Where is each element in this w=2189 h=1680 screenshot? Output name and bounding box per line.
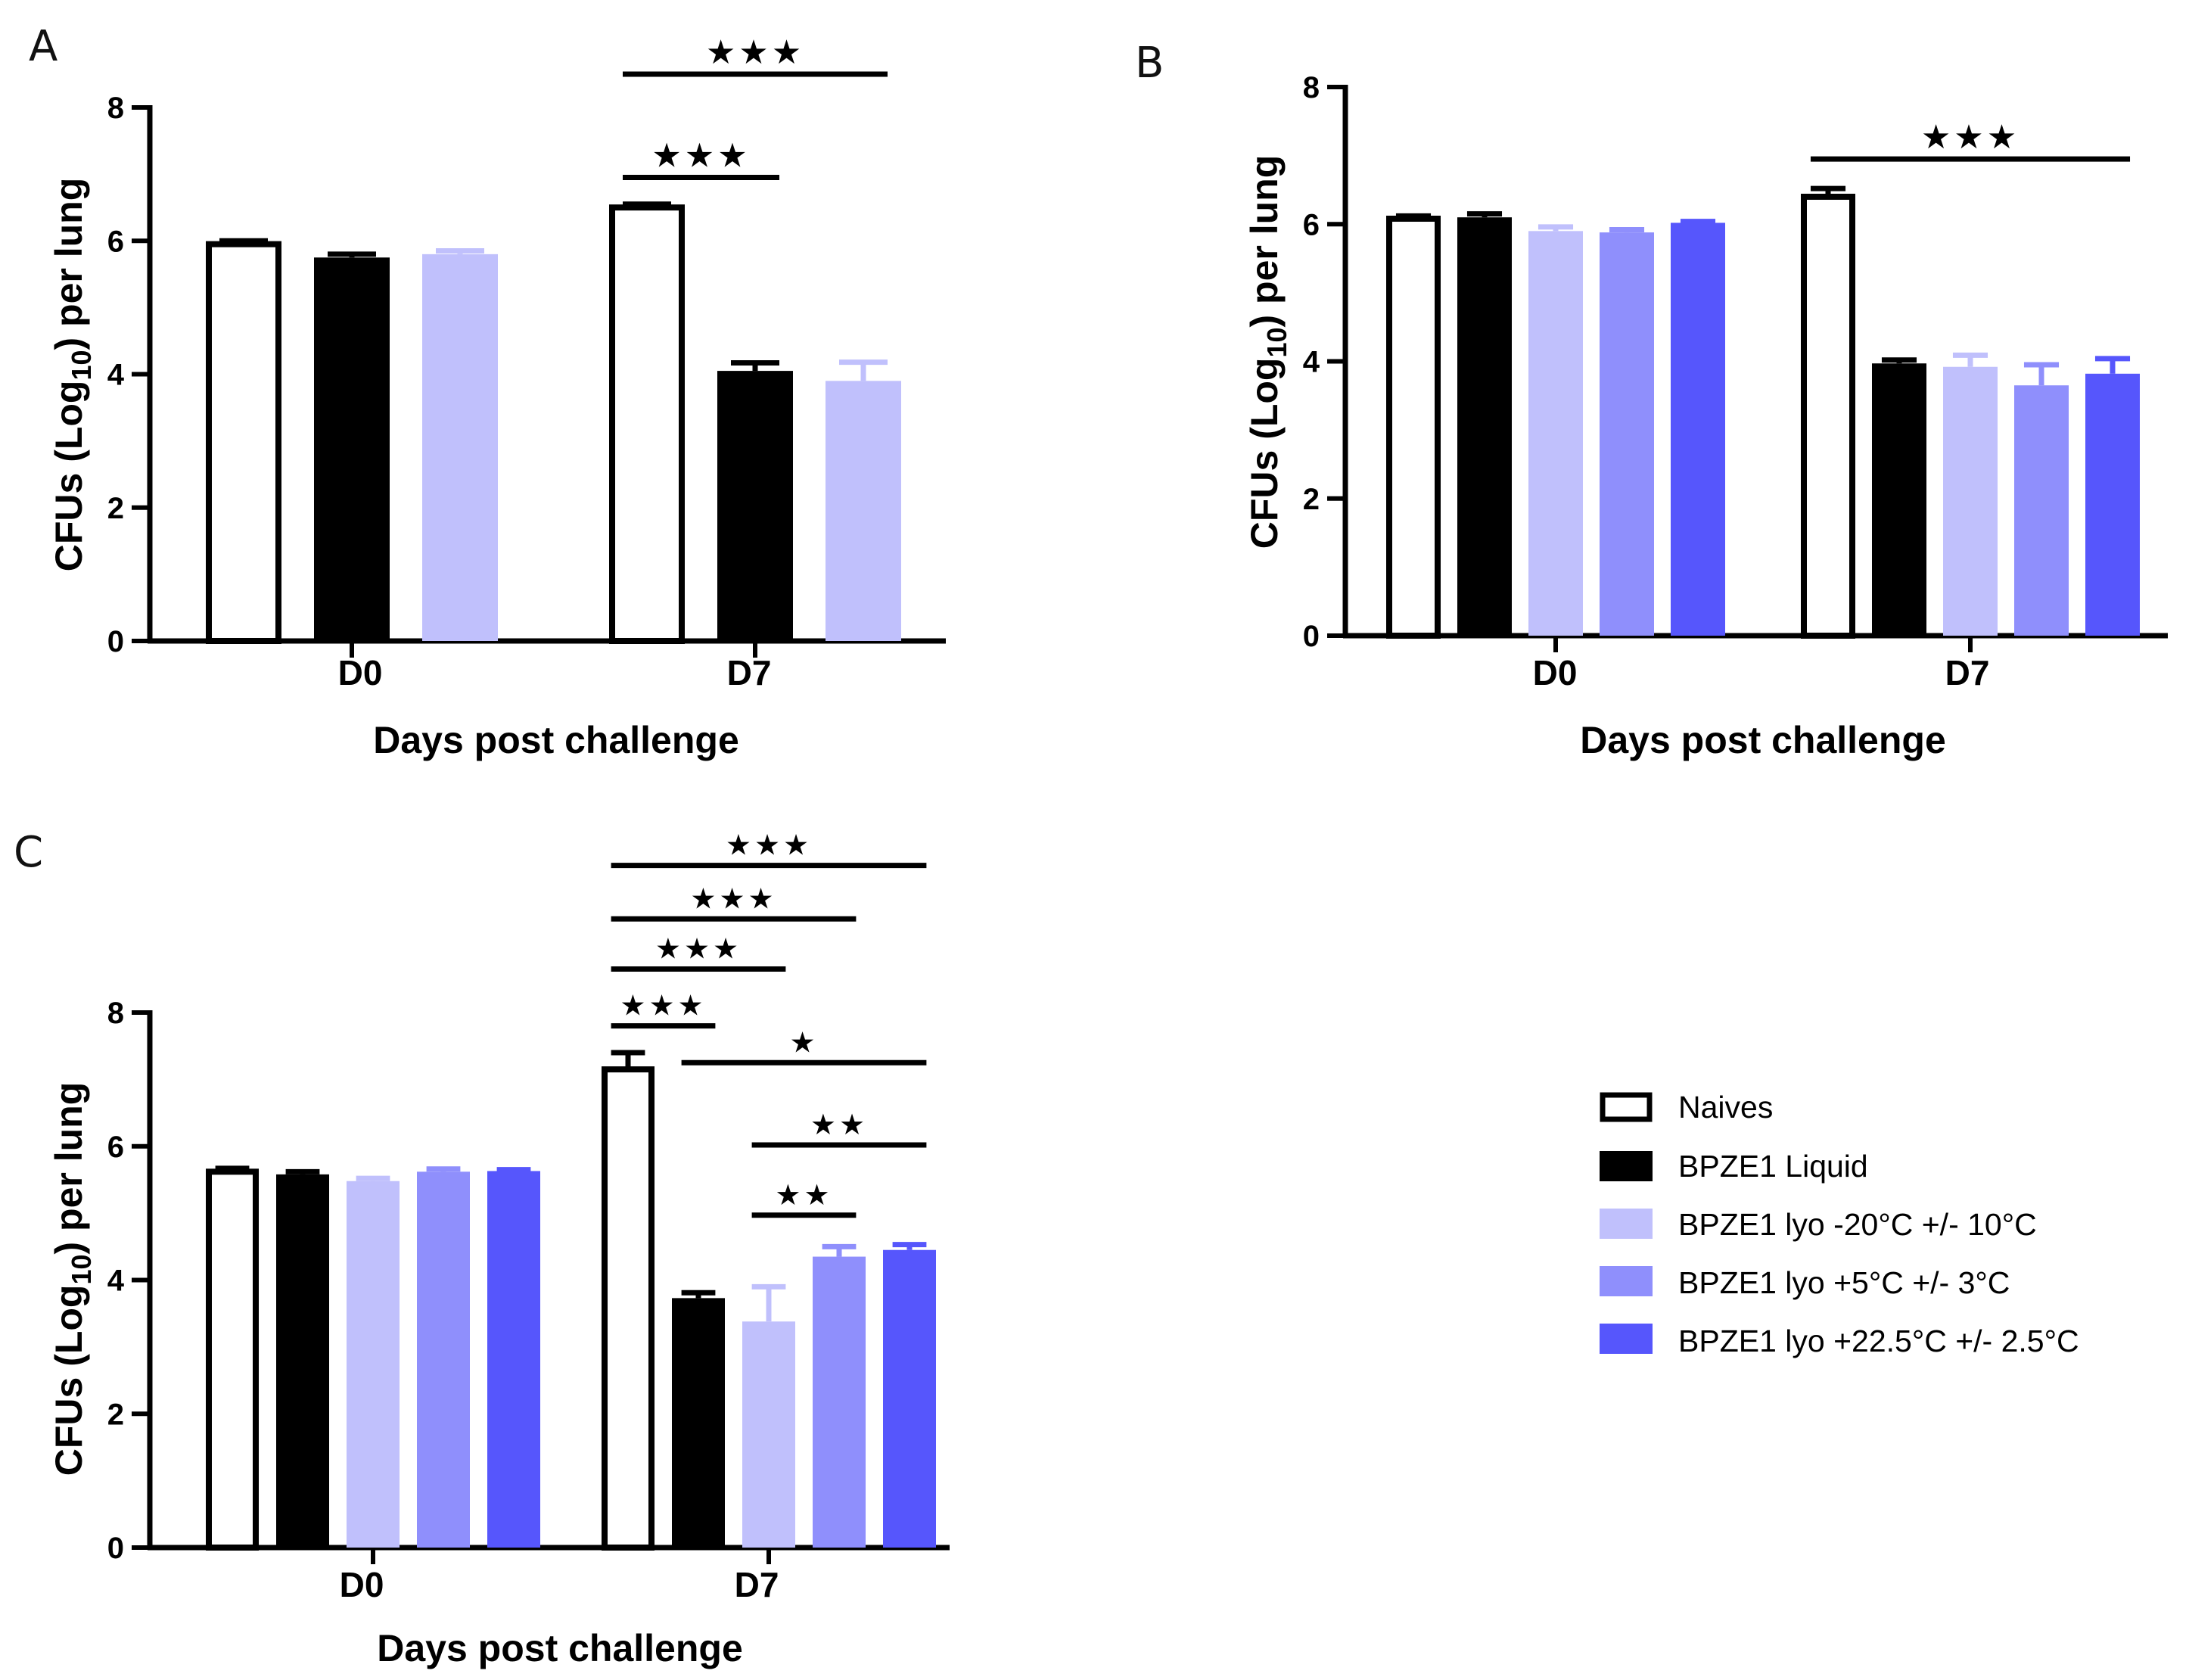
significance-stars-1: ★★★ — [726, 829, 812, 862]
y-tick-label: 2 — [107, 492, 124, 525]
y-tick-label: 6 — [107, 1131, 124, 1164]
significance-stars-2: ★★★ — [690, 882, 776, 915]
significance-stars-3: ★★★ — [655, 932, 742, 966]
legend-label: BPZE1 lyo -20°C +/- 10°C — [1678, 1207, 2037, 1242]
x-axis-title: Days post challenge — [1580, 719, 1946, 761]
y-axis-title-sub: 10 — [1261, 327, 1292, 357]
x-tick-label-d0: D0 — [338, 653, 383, 692]
panel-letter: C — [14, 828, 43, 877]
y-axis-title: CFUs (Log10) per lung — [48, 1082, 97, 1476]
panel-b: B 0 2 4 6 8 ★★★ D0 D7 Days post challenge CFU… — [1135, 39, 2168, 761]
legend-label: Naives — [1678, 1090, 1773, 1125]
legend-swatch — [1600, 1151, 1653, 1181]
bar-naives-d0 — [206, 241, 281, 644]
bar-bpze1-lyo-20-c-10-c-d7 — [742, 1321, 795, 1548]
bar-bpze1-liquid-d7 — [1872, 363, 1926, 636]
y-axis-title: CFUs (Log10) per lung — [48, 178, 97, 572]
y-axis-title-post: ) per lung — [1243, 155, 1286, 328]
bar-bpze1-liquid-d7 — [672, 1298, 725, 1548]
legend-label: BPZE1 lyo +22.5°C +/- 2.5°C — [1678, 1324, 2079, 1358]
x-axis-title: Days post challenge — [377, 1627, 743, 1669]
legend-label: BPZE1 Liquid — [1678, 1149, 1868, 1184]
y-axis-title-pre: CFUs (Log — [48, 1285, 90, 1476]
bar-bpze1-lyo-5-c-3-c-d0 — [1600, 232, 1654, 636]
bar-bpze1-lyo-20-c-10-c-d7 — [1943, 366, 1998, 636]
y-tick-label: 8 — [107, 92, 124, 125]
significance-stars-7: ★★ — [775, 1178, 832, 1212]
bar-naives-d7 — [602, 1066, 655, 1551]
x-axis-title: Days post challenge — [373, 719, 739, 761]
legend-swatch — [1600, 1324, 1653, 1354]
bar-bpze1-liquid-d0 — [276, 1174, 329, 1548]
significance-stars-1: ★★★ — [706, 33, 804, 72]
legend-item-lyo-plus22: BPZE1 lyo +22.5°C +/- 2.5°C — [1600, 1324, 2079, 1358]
bar-naives-d7 — [1801, 194, 1855, 639]
y-tick-label: 2 — [107, 1398, 124, 1431]
bar-naives-d0 — [1386, 216, 1441, 639]
legend-swatch — [1600, 1209, 1653, 1239]
significance-stars-1: ★★★ — [1921, 118, 2020, 157]
bar-bpze1-lyo-22-5-c-2-5-c-d0 — [1671, 222, 1725, 636]
bar-bpze1-lyo-20-c-10-c-d0 — [1528, 231, 1583, 636]
x-tick-label-d0: D0 — [1533, 653, 1578, 692]
panel-letter: A — [29, 22, 58, 71]
significance-stars-6: ★★ — [810, 1108, 868, 1141]
bar-bpze1-lyo-20-c-10-c-d0 — [347, 1181, 400, 1548]
y-axis-title-sub: 10 — [66, 350, 97, 380]
y-tick-label: 0 — [1303, 620, 1320, 653]
bar-bpze1-liquid-d0 — [314, 257, 390, 641]
y-axis-title-sub: 10 — [66, 1254, 97, 1284]
panel-letter: B — [1135, 39, 1164, 88]
y-tick-label: 4 — [107, 359, 125, 392]
significance-stars-4: ★★★ — [620, 989, 706, 1022]
legend-item-lyo-plus5: BPZE1 lyo +5°C +/- 3°C — [1600, 1265, 2010, 1300]
x-tick-label-d0: D0 — [340, 1565, 384, 1604]
bar-bpze1-lyo-5-c-3-c-d7 — [813, 1256, 866, 1548]
legend-item-naives: Naives — [1600, 1090, 1773, 1125]
y-axis-title-pre: CFUs (Log — [48, 381, 90, 572]
y-axis-title-post: ) per lung — [48, 1082, 90, 1255]
y-axis-title-post: ) per lung — [48, 178, 90, 350]
legend-swatch — [1600, 1092, 1653, 1122]
bar-bpze1-liquid-d0 — [1457, 217, 1512, 636]
legend: Naives BPZE1 Liquid BPZE1 lyo -20°C +/- … — [1600, 1090, 2079, 1358]
y-tick-label: 0 — [107, 625, 124, 658]
x-tick-label-d7: D7 — [735, 1565, 779, 1604]
y-tick-label: 2 — [1303, 483, 1320, 516]
bar-bpze1-lyo-22-5-c-2-5-c-d7 — [2085, 373, 2140, 636]
significance-stars-2: ★★★ — [651, 137, 750, 176]
bar-bpze1-lyo-22-5-c-2-5-c-d7 — [883, 1249, 936, 1548]
y-tick-label: 8 — [107, 997, 124, 1030]
bar-bpze1-lyo-20-c-10-c-d7 — [826, 381, 901, 641]
legend-swatch — [1600, 1266, 1653, 1296]
x-tick-label-d7: D7 — [1945, 653, 1990, 692]
y-tick-label: 6 — [1303, 208, 1320, 241]
bar-naives-d0 — [206, 1168, 259, 1551]
y-tick-label: 4 — [107, 1265, 125, 1298]
legend-item-lyo-minus20: BPZE1 lyo -20°C +/- 10°C — [1600, 1207, 2037, 1242]
bar-bpze1-lyo-5-c-3-c-d7 — [2014, 385, 2069, 636]
bar-bpze1-lyo-22-5-c-2-5-c-d0 — [487, 1171, 540, 1548]
y-tick-label: 8 — [1303, 71, 1320, 104]
bar-naives-d7 — [609, 204, 685, 644]
y-axis-title: CFUs (Log10) per lung — [1243, 155, 1292, 549]
y-tick-label: 6 — [107, 225, 124, 258]
bar-bpze1-lyo-5-c-3-c-d0 — [417, 1171, 470, 1548]
bar-bpze1-lyo-20-c-10-c-d0 — [422, 254, 498, 641]
y-tick-label: 0 — [107, 1532, 124, 1565]
bar-bpze1-liquid-d7 — [717, 371, 793, 641]
x-tick-label-d7: D7 — [727, 653, 772, 692]
y-tick-label: 4 — [1303, 346, 1320, 379]
y-axis-title-pre: CFUs (Log — [1243, 358, 1286, 549]
legend-item-bpze1-liquid: BPZE1 Liquid — [1600, 1149, 1868, 1184]
legend-label: BPZE1 lyo +5°C +/- 3°C — [1678, 1265, 2010, 1300]
significance-stars-5: ★ — [789, 1025, 818, 1059]
